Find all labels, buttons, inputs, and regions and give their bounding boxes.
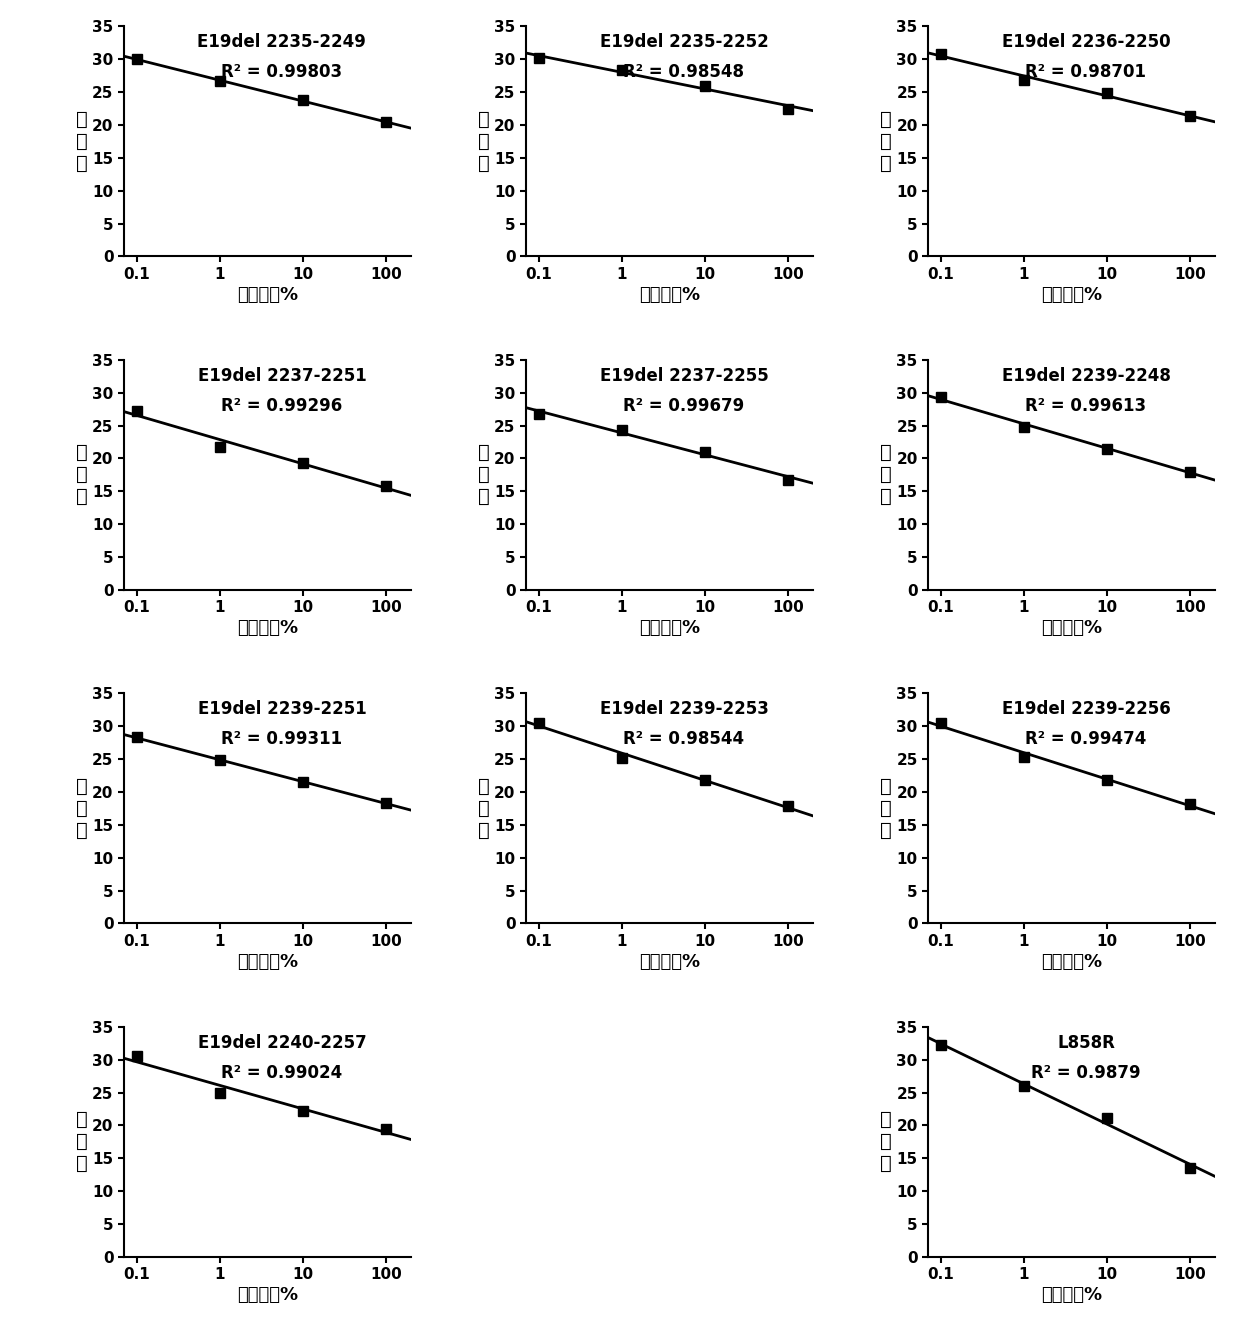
Text: E19del 2236-2250: E19del 2236-2250 xyxy=(1002,33,1171,52)
X-axis label: 突变含量%: 突变含量% xyxy=(1042,953,1102,971)
Text: R² = 0.98548: R² = 0.98548 xyxy=(624,64,744,81)
Text: E19del 2237-2255: E19del 2237-2255 xyxy=(600,366,769,385)
X-axis label: 突变含量%: 突变含量% xyxy=(639,953,701,971)
Y-axis label: 循
环
数: 循 环 数 xyxy=(880,110,892,173)
Y-axis label: 循
环
数: 循 环 数 xyxy=(77,443,88,507)
Text: R² = 0.9879: R² = 0.9879 xyxy=(1032,1064,1141,1082)
Y-axis label: 循
环
数: 循 环 数 xyxy=(880,443,892,507)
Y-axis label: 循
环
数: 循 环 数 xyxy=(479,777,490,840)
Text: R² = 0.99803: R² = 0.99803 xyxy=(222,64,342,81)
Text: R² = 0.98701: R² = 0.98701 xyxy=(1025,64,1147,81)
Text: R² = 0.99024: R² = 0.99024 xyxy=(221,1064,342,1082)
Y-axis label: 循
环
数: 循 环 数 xyxy=(77,777,88,840)
Text: R² = 0.98544: R² = 0.98544 xyxy=(624,730,744,749)
Text: E19del 2239-2253: E19del 2239-2253 xyxy=(599,700,769,718)
Y-axis label: 循
环
数: 循 环 数 xyxy=(77,1110,88,1174)
X-axis label: 突变含量%: 突变含量% xyxy=(1042,619,1102,638)
Text: E19del 2235-2249: E19del 2235-2249 xyxy=(197,33,366,52)
Text: R² = 0.99613: R² = 0.99613 xyxy=(1025,397,1147,414)
Text: R² = 0.99296: R² = 0.99296 xyxy=(221,397,342,414)
X-axis label: 突变含量%: 突变含量% xyxy=(1042,1286,1102,1304)
X-axis label: 突变含量%: 突变含量% xyxy=(639,286,701,304)
X-axis label: 突变含量%: 突变含量% xyxy=(237,1286,298,1304)
Y-axis label: 循
环
数: 循 环 数 xyxy=(479,443,490,507)
X-axis label: 突变含量%: 突变含量% xyxy=(237,286,298,304)
Text: R² = 0.99474: R² = 0.99474 xyxy=(1025,730,1147,749)
Y-axis label: 循
环
数: 循 环 数 xyxy=(880,777,892,840)
Text: E19del 2240-2257: E19del 2240-2257 xyxy=(197,1033,366,1052)
Text: R² = 0.99311: R² = 0.99311 xyxy=(222,730,342,749)
X-axis label: 突变含量%: 突变含量% xyxy=(237,619,298,638)
Y-axis label: 循
环
数: 循 环 数 xyxy=(880,1110,892,1174)
Text: E19del 2239-2256: E19del 2239-2256 xyxy=(1002,700,1171,718)
Y-axis label: 循
环
数: 循 环 数 xyxy=(479,110,490,173)
X-axis label: 突变含量%: 突变含量% xyxy=(1042,286,1102,304)
Text: E19del 2237-2251: E19del 2237-2251 xyxy=(197,366,366,385)
Text: R² = 0.99679: R² = 0.99679 xyxy=(624,397,744,414)
X-axis label: 突变含量%: 突变含量% xyxy=(237,953,298,971)
Y-axis label: 循
环
数: 循 环 数 xyxy=(77,110,88,173)
Text: E19del 2235-2252: E19del 2235-2252 xyxy=(600,33,769,52)
Text: L858R: L858R xyxy=(1056,1033,1115,1052)
Text: E19del 2239-2248: E19del 2239-2248 xyxy=(1002,366,1171,385)
X-axis label: 突变含量%: 突变含量% xyxy=(639,619,701,638)
Text: E19del 2239-2251: E19del 2239-2251 xyxy=(197,700,366,718)
